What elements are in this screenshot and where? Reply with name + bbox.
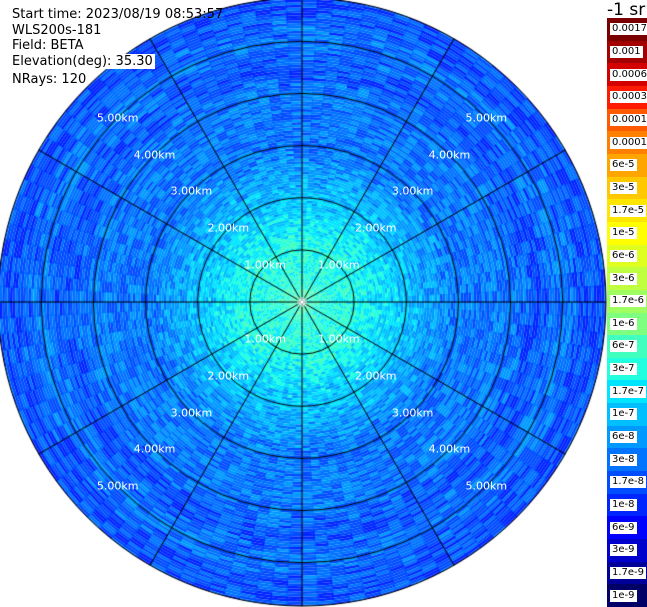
range-ring-label: 3.00km [391, 184, 434, 198]
colorbar-tick-label: 1e-7 [610, 408, 637, 421]
colorbar-tick-label: 1.7e-7 [610, 385, 647, 398]
range-ring-label: 3.00km [170, 406, 213, 420]
colorbar-tick-label: 1.7e-8 [610, 476, 647, 489]
colorbar-tick-label: 0.0001 [610, 136, 647, 149]
elevation: Elevation(deg): 35.30 [12, 54, 155, 69]
range-ring-label: 3.00km [391, 406, 434, 420]
colorbar-tick-label: 6e-9 [610, 521, 637, 534]
range-ring-label: 2.00km [354, 221, 397, 235]
range-ring-label: 4.00km [133, 442, 176, 456]
colorbar-tick-label: 1e-9 [610, 589, 637, 602]
range-ring-label: 5.00km [465, 479, 508, 493]
colorbar: 0.0017 0.001 0.0006 0.0003 0.00017 0.0001 6e-5… [607, 18, 647, 607]
colorbar-tick-label: 3e-9 [610, 544, 637, 557]
colorbar-tick-label: 1.7e-5 [610, 204, 647, 217]
station-name: WLS200s-181 [12, 23, 102, 38]
colorbar-tick-label: 0.0003 [610, 91, 647, 104]
colorbar-tick-label: 1.7e-6 [610, 295, 647, 308]
colorbar-tick-label: 1e-8 [610, 499, 637, 512]
colorbar-tick-label: 0.0006 [610, 68, 647, 81]
colorbar-tick-label: 1e-6 [610, 317, 637, 330]
range-ring-label: 4.00km [133, 148, 176, 162]
colorbar-tick-label: 1e-5 [610, 227, 637, 240]
range-ring-label: 3.00km [170, 184, 213, 198]
range-ring-label: 1.00km [318, 332, 360, 346]
colorbar-tick-label: 0.001 [610, 45, 643, 58]
range-ring-label: 5.00km [96, 479, 139, 493]
colorbar-tick-label: 6e-7 [610, 340, 637, 353]
colorbar-tick-label: 3e-7 [610, 363, 637, 376]
n-rays: NRays: 120 [12, 72, 87, 87]
range-ring-label: 1.00km [318, 258, 360, 272]
colorbar-tick-label: 0.0017 [610, 23, 647, 36]
colorbar-tick-label: 6e-8 [610, 431, 637, 444]
range-ring-label: 4.00km [428, 148, 471, 162]
colorbar-tick-label: 3e-5 [610, 181, 637, 194]
range-ring-label: 2.00km [207, 221, 250, 235]
field-name: Field: BETA [12, 38, 84, 53]
start-time: Start time: 2023/08/19 08:53:57 [12, 7, 224, 22]
colorbar-tick-label: 3e-6 [610, 272, 637, 285]
colorbar-tick-label: 3e-8 [610, 453, 637, 466]
range-ring-label: 2.00km [207, 369, 250, 383]
range-ring-label: 5.00km [465, 111, 508, 125]
range-ring-label: 1.00km [244, 332, 286, 346]
range-ring-label: 4.00km [428, 442, 471, 456]
range-ring-label: 2.00km [354, 369, 397, 383]
colorbar-unit: -1 sr [607, 0, 646, 20]
colorbar-tick-label: 0.00017 [610, 113, 647, 126]
range-ring-label: 5.00km [96, 111, 139, 125]
colorbar-tick-label: 6e-5 [610, 159, 637, 172]
colorbar-tick-label: 6e-6 [610, 249, 637, 262]
colorbar-tick-label: 1.7e-9 [610, 567, 647, 580]
range-ring-label: 1.00km [244, 258, 286, 272]
